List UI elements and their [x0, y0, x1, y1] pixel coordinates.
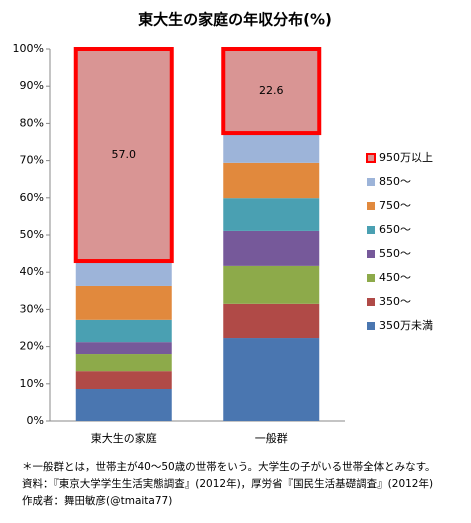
bar-segment [223, 230, 320, 266]
bar-segment [75, 285, 172, 320]
y-tick-label: 100% [13, 42, 44, 55]
y-tick-label: 90% [20, 79, 44, 92]
bar-segment [223, 133, 320, 163]
bar-segment [223, 265, 320, 304]
legend-label: 350～ [379, 295, 411, 308]
y-tick-label: 10% [20, 377, 44, 390]
legend-marker [366, 153, 376, 163]
note: ＊一般群とは，世帯主が40～50歳の世帯をいう。大学生の子がいる世帯全体とみなす… [22, 460, 436, 473]
bar-segment [75, 371, 172, 390]
y-tick-label: 80% [20, 116, 44, 129]
bar-segment [75, 342, 172, 355]
legend-label: 550～ [379, 247, 411, 260]
legend-marker [367, 178, 375, 186]
legend-label: 850～ [379, 175, 411, 188]
note: 資料：『東京大学学生生活実態調査』(2012年)，厚労省『国民生活基礎調査』(2… [22, 477, 433, 490]
legend-label: 350万未満 [379, 319, 433, 332]
bar-segment [221, 47, 322, 136]
x-tick-label: 一般群 [255, 431, 288, 445]
data-label: 57.0 [112, 148, 137, 161]
bar-segment [73, 47, 174, 264]
bar-segment [223, 303, 320, 339]
y-tick-label: 20% [20, 340, 44, 353]
legend-marker [367, 226, 375, 234]
y-tick-label: 70% [20, 154, 44, 167]
y-tick-label: 60% [20, 191, 44, 204]
legend-marker [367, 322, 375, 330]
chart-title: 東大生の家庭の年収分布(%) [138, 11, 332, 29]
legend-marker [367, 250, 375, 258]
y-tick-label: 0% [27, 414, 44, 427]
bar-segment [75, 354, 172, 372]
legend-marker [367, 274, 375, 282]
y-tick-label: 50% [20, 228, 44, 241]
bar-segment [75, 261, 172, 286]
legend-label: 450～ [379, 271, 411, 284]
data-label: 22.6 [259, 84, 284, 97]
bar-segment [75, 389, 172, 421]
legend-marker [367, 202, 375, 210]
bar-segment [75, 319, 172, 343]
legend-label: 650～ [379, 223, 411, 236]
y-tick-label: 40% [20, 265, 44, 278]
legend-marker [367, 298, 375, 306]
x-tick-label: 東大生の家庭 [91, 431, 157, 445]
note: 作成者：舞田敏彦(@tmaita77) [22, 494, 172, 507]
bar-segment [223, 198, 320, 231]
legend-label: 750～ [379, 199, 411, 212]
legend-label: 950万以上 [379, 151, 433, 164]
y-tick-label: 30% [20, 302, 44, 315]
bar-segment [223, 338, 320, 421]
bar-segment [223, 162, 320, 199]
